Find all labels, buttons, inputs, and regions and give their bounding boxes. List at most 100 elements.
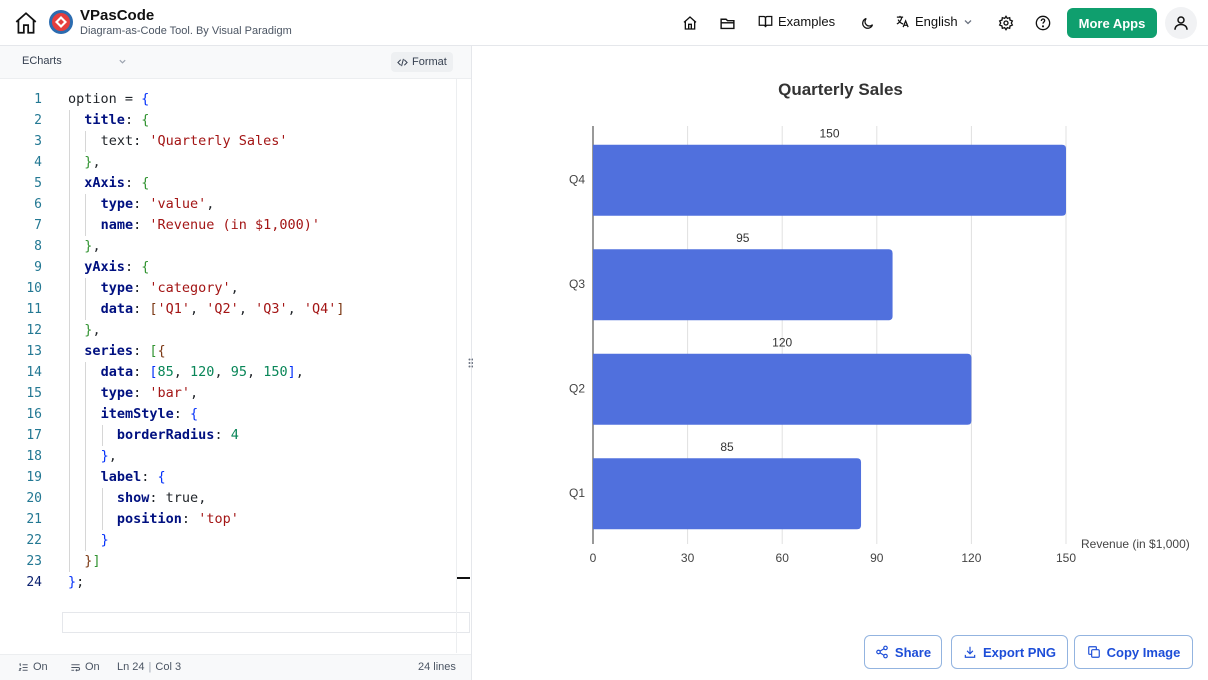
format-button[interactable]: Format: [391, 52, 453, 72]
code-line[interactable]: 20 show: true,: [0, 488, 470, 509]
indent-guide: [69, 131, 70, 152]
indent-guide: [69, 110, 70, 131]
chevron-down-icon: [964, 19, 972, 24]
code-line[interactable]: 18},: [0, 446, 470, 467]
word-wrap-toggle-label: On: [85, 661, 100, 673]
code-line[interactable]: 22}: [0, 530, 470, 551]
code-token: 'top': [198, 511, 239, 527]
code-token: borderRadius: [116, 427, 215, 443]
code-line[interactable]: 13 series: [{: [0, 341, 470, 362]
line-numbers-toggle[interactable]: On: [18, 661, 48, 673]
chevron-down-icon[interactable]: [118, 57, 127, 66]
code-token: true: [165, 490, 199, 506]
help-circle-icon: [1035, 15, 1051, 31]
line-number: 4: [34, 155, 42, 170]
code-token: :: [141, 469, 158, 485]
word-wrap-toggle[interactable]: On: [70, 661, 100, 673]
code-icon: [397, 58, 408, 66]
code-token: type: [100, 280, 134, 296]
code-token: :: [133, 217, 150, 233]
examples-button[interactable]: Examples: [758, 14, 835, 29]
code-line[interactable]: 19 label: {: [0, 467, 470, 488]
code-line[interactable]: 14 data: [85, 120, 95, 150],: [0, 362, 470, 383]
code-text: yAxis: {: [84, 257, 149, 278]
more-apps-button[interactable]: More Apps: [1067, 8, 1157, 38]
help-button[interactable]: [1031, 11, 1055, 35]
x-tick-label: 60: [776, 551, 790, 565]
code-token: :: [214, 427, 231, 443]
export-png-button[interactable]: Export PNG: [951, 635, 1068, 669]
code-token: 'Quarterly Sales': [149, 133, 288, 149]
code-text: position: 'top': [117, 509, 239, 530]
indent-guide: [85, 278, 87, 299]
indent-guide: [85, 362, 87, 383]
code-token: 150: [263, 364, 288, 380]
code-line[interactable]: 1 option = {: [0, 89, 470, 110]
line-number: 5: [34, 176, 42, 191]
code-line[interactable]: 11 data: ['Q1', 'Q2', 'Q3', 'Q4']: [0, 299, 470, 320]
code-token: show: [116, 490, 150, 506]
code-line[interactable]: 9 yAxis: {: [0, 257, 470, 278]
code-line[interactable]: 5 xAxis: {: [0, 173, 470, 194]
home-icon: [683, 16, 697, 30]
indent-guide: [69, 341, 70, 362]
settings-button[interactable]: [994, 11, 1018, 35]
line-number: 17: [26, 428, 42, 443]
translate-icon: [896, 15, 909, 28]
line-number: 19: [26, 470, 42, 485]
code-token: 'Q3': [255, 301, 288, 317]
theme-toggle-button[interactable]: [855, 11, 879, 35]
code-line[interactable]: 6 type: 'value',: [0, 194, 470, 215]
code-line[interactable]: 16 itemStyle: {: [0, 404, 470, 425]
code-token: :: [133, 280, 150, 296]
code-token: {: [141, 112, 150, 128]
indent-guide: [69, 551, 70, 572]
download-icon: [964, 646, 976, 658]
code-text: xAxis: {: [84, 173, 149, 194]
code-line[interactable]: 24};: [0, 572, 470, 593]
editor-scrollbar[interactable]: [456, 79, 457, 653]
code-line[interactable]: 2 title: {: [0, 110, 470, 131]
code-text-area[interactable]: 1 option = {2 title: {3 text: 'Quarterly Sa…: [0, 79, 470, 653]
copy-image-button[interactable]: Copy Image: [1074, 635, 1193, 669]
code-token: ]: [336, 301, 345, 317]
code-line[interactable]: 12},: [0, 320, 470, 341]
code-line[interactable]: 17 borderRadius: 4: [0, 425, 470, 446]
code-text: series: [{: [84, 341, 165, 362]
x-tick-label: 150: [1056, 551, 1076, 565]
open-file-button[interactable]: [715, 11, 739, 35]
home-button[interactable]: [12, 9, 40, 37]
folder-icon: [719, 18, 735, 29]
code-text: data: [85, 120, 95, 150],: [101, 362, 304, 383]
code-token: :: [173, 406, 191, 422]
share-button[interactable]: Share: [864, 635, 942, 669]
indent-guide: [69, 362, 70, 383]
line-number: 24: [26, 575, 42, 590]
code-line[interactable]: 3 text: 'Quarterly Sales': [0, 131, 470, 152]
nav-home-button[interactable]: [678, 11, 702, 35]
code-token: 'Q4': [303, 301, 337, 317]
code-token: :: [133, 196, 150, 212]
list-ordered-icon: [18, 662, 28, 671]
code-line[interactable]: 21 position: 'top': [0, 509, 470, 530]
code-token: type: [100, 196, 134, 212]
code-text: option = {: [68, 89, 149, 110]
app-name: VPasCode: [80, 7, 155, 24]
indent-guide: [69, 152, 70, 173]
code-line[interactable]: 7 name: 'Revenue (in $1,000)': [0, 215, 470, 236]
code-line[interactable]: 10 type: 'category',: [0, 278, 470, 299]
code-line[interactable]: 23}]: [0, 551, 470, 572]
user-avatar-button[interactable]: [1165, 7, 1197, 39]
code-line[interactable]: 15 type: 'bar',: [0, 383, 470, 404]
vpascode-logo-icon[interactable]: [48, 9, 74, 35]
indent-guide: [69, 446, 70, 467]
line-number: 6: [34, 197, 42, 212]
line-number: 22: [26, 533, 42, 548]
code-token: 'value': [149, 196, 207, 212]
y-tick-label: Q3: [569, 277, 585, 291]
line-number: 16: [26, 407, 42, 422]
code-line[interactable]: 4},: [0, 152, 470, 173]
code-line[interactable]: 8},: [0, 236, 470, 257]
diagram-type-select[interactable]: ECharts: [22, 55, 62, 67]
language-select[interactable]: English: [895, 14, 973, 29]
